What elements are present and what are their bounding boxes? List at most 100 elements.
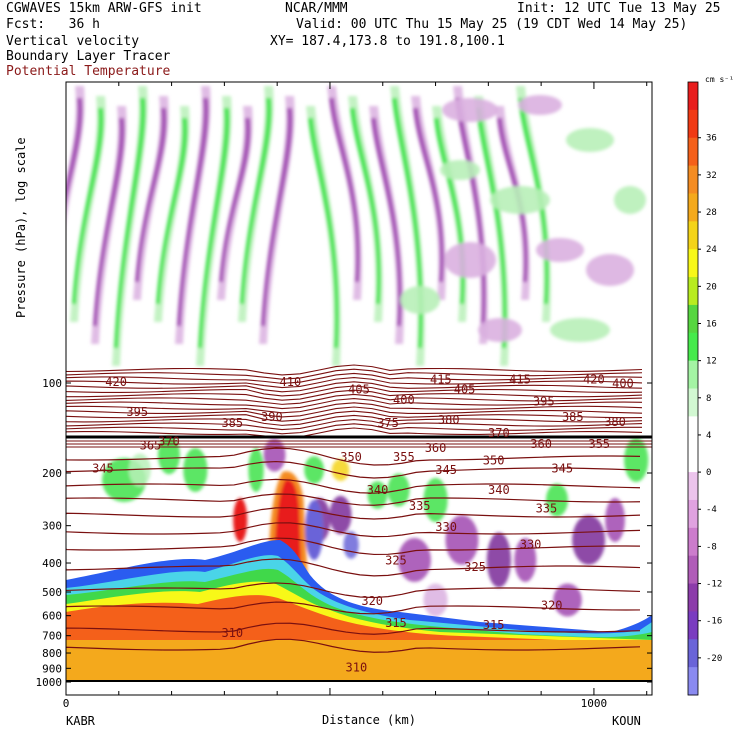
theta-contour-label: 420 <box>583 372 605 386</box>
colorbar-swatch <box>688 444 698 473</box>
w-blob <box>614 186 646 214</box>
w-blob <box>490 186 550 214</box>
w-trop-blob <box>624 438 649 482</box>
colorbar-tick-label: 16 <box>706 319 717 329</box>
theta-contour <box>66 582 641 599</box>
theta-contour <box>66 414 643 426</box>
w-streak <box>455 98 486 326</box>
theta-contour <box>66 385 643 397</box>
theta-contour-label: 315 <box>483 618 505 632</box>
colorbar-tick-label: -12 <box>706 580 722 590</box>
w-trop-blob <box>445 515 479 565</box>
theta-contour <box>66 406 643 418</box>
x-tick-label: 0 <box>63 697 70 710</box>
theta-contour <box>66 427 643 439</box>
colorbar-swatch <box>688 221 698 250</box>
theta-contour-label: 415 <box>430 372 452 386</box>
init-time: Init: 12 UTC Tue 13 May 25 <box>517 1 721 16</box>
theta-contour-label: 405 <box>348 383 370 397</box>
theta-contour <box>66 638 641 653</box>
theta-contour <box>66 558 641 577</box>
colorbar-tick-label: 8 <box>706 394 711 404</box>
theta-contour-label: 320 <box>541 599 563 613</box>
colorbar-swatch <box>688 277 698 306</box>
colorbar-units: cm s⁻¹ <box>705 75 734 84</box>
colorbar-swatch <box>688 639 698 668</box>
theta-contour-label: 330 <box>520 538 542 552</box>
w-streak <box>392 98 423 348</box>
colorbar-swatch <box>688 611 698 640</box>
colorbar-tick-label: -20 <box>706 654 722 664</box>
w-streak <box>72 108 104 304</box>
theta-contour-label: 330 <box>435 520 457 534</box>
model-title: CGWAVES 15km ARW-GFS init <box>6 1 202 16</box>
theta-contour <box>66 377 643 389</box>
theta-contour <box>66 493 641 506</box>
y-tick-label: 200 <box>42 467 62 480</box>
y-tick-label: 300 <box>42 520 62 533</box>
theta-contour-label: 410 <box>280 375 302 389</box>
theta-contour-label: 345 <box>435 463 457 477</box>
cross-section-xy: XY= 187.4,173.8 to 191.8,100.1 <box>270 34 505 49</box>
updraft-secondary <box>233 498 248 542</box>
theta-contour <box>66 393 643 405</box>
colorbar-tick-label: -16 <box>706 617 722 627</box>
w-blob <box>518 95 562 115</box>
theta-contour-label: 335 <box>409 499 431 513</box>
org-label: NCAR/MMM <box>285 1 348 16</box>
x-axis-label: Distance (km) <box>322 713 416 727</box>
w-blob <box>566 128 614 152</box>
theta-contour-label: 390 <box>261 410 283 424</box>
w-streak <box>413 108 444 282</box>
theta-contour-label: 380 <box>438 413 460 427</box>
theta-contour-label: 345 <box>92 462 114 476</box>
w-trop-blob <box>486 532 512 588</box>
w-streak <box>177 98 209 326</box>
colorbar-tick-label: -4 <box>706 505 717 515</box>
y-tick-label: 800 <box>42 647 62 660</box>
x-tick-label: 1000 <box>581 697 608 710</box>
plot-area: 420 410 415 420 415 400 405 405 400 395 395 385 390 3… <box>66 82 652 695</box>
theta-contour <box>66 364 643 376</box>
w-blob <box>536 238 584 262</box>
field-potential-temperature: Potential Temperature <box>6 64 171 79</box>
w-blob <box>440 160 480 180</box>
w-streak <box>350 108 381 304</box>
theta-contour-label: 355 <box>588 437 610 451</box>
y-tick-label: 100 <box>42 377 62 390</box>
w-streak <box>198 108 230 348</box>
forecast-hour: Fcst: 36 h <box>6 17 100 32</box>
theta-contour-label: 400 <box>612 376 634 390</box>
theta-contour <box>66 372 643 384</box>
colorbar-tick-label: 4 <box>706 431 711 441</box>
theta-contour-label: 370 <box>158 434 180 448</box>
colorbar-tick-label: 28 <box>706 208 717 218</box>
y-tick-label: 700 <box>42 630 62 643</box>
valid-time: Valid: 00 UTC Thu 15 May 25 (19 CDT Wed … <box>296 17 688 32</box>
w-streak <box>261 108 293 326</box>
w-trop-blob <box>157 435 180 475</box>
theta-contour-label: 360 <box>425 441 447 455</box>
y-tick-label: 500 <box>42 586 62 599</box>
w-streak <box>329 98 360 282</box>
colorbar-swatch <box>688 472 698 501</box>
theta-contour <box>66 381 643 393</box>
colorbar-tick-label: -8 <box>706 542 717 552</box>
field-vertical-velocity: Vertical velocity <box>6 34 140 49</box>
theta-contour-label: 350 <box>483 453 505 467</box>
w-trop-blob <box>572 515 606 565</box>
colorbar-tick-label: 0 <box>706 468 711 478</box>
theta-contour-label: 375 <box>377 416 399 430</box>
w-streak <box>371 118 402 326</box>
theta-contour-label: 395 <box>533 394 555 408</box>
theta-contour-label: 325 <box>385 553 407 567</box>
theta-contour-label: 420 <box>105 375 127 389</box>
w-streak <box>135 108 167 282</box>
theta-contour-label: 370 <box>488 426 510 440</box>
w-streak <box>219 118 251 282</box>
y-tick-label: 1000 <box>36 676 63 689</box>
colorbar-tick-label: 20 <box>706 282 717 292</box>
theta-contour <box>66 410 643 422</box>
theta-contour <box>66 522 641 538</box>
theta-contour-label: 405 <box>454 383 476 397</box>
